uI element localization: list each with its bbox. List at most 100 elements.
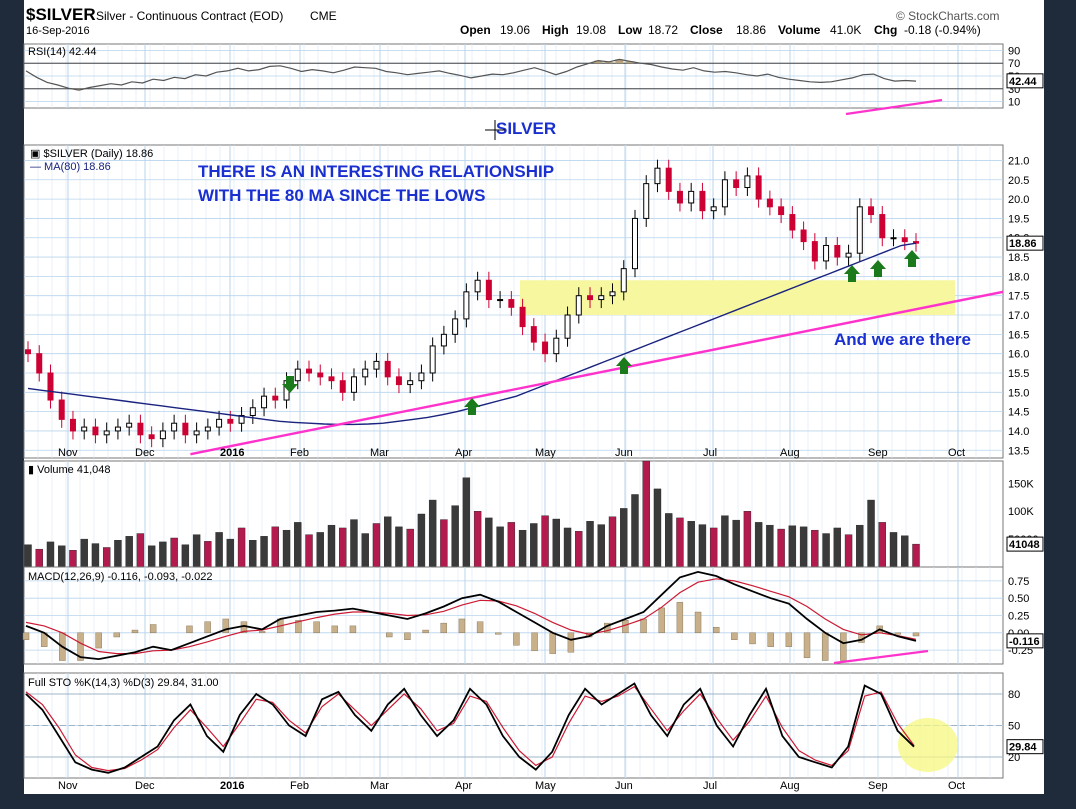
volume-current-value-box [1006,536,1044,552]
price-candle-body [542,341,549,355]
macd-histogram-bar [694,611,702,634]
bottom-month-label-9: Aug [780,780,800,792]
low-label: Low [618,23,643,37]
macd-histogram-bar [767,632,774,647]
price-candle-body [778,206,785,216]
symbol-title: $SILVER [26,5,96,24]
price-candle-body [856,206,863,254]
volume-bar [361,533,369,568]
volume-legend: ▮ Volume 41,048 [28,464,111,476]
down-arrow-icon [282,376,298,393]
volume-bar [575,531,583,568]
chg-label: Chg [874,23,897,37]
price-candle-body [868,206,875,216]
price-axis-tick-label: 21.0 [1008,155,1029,167]
price-axis-tick-label: 16.0 [1008,349,1029,361]
price-axis-tick-label: 13.5 [1008,445,1029,457]
volume-bar [732,519,740,568]
volume-bar [80,538,88,568]
price-candle-body [227,418,234,424]
volume-bar [878,522,886,568]
month-label-0: Nov [58,447,78,459]
volume-bar [754,522,763,568]
price-current-value-box [1006,235,1044,251]
volume-bar [856,524,864,568]
price-candle-body [575,295,582,316]
volume-bar [777,528,785,568]
volume-bar [226,538,235,568]
volume-label: Volume [778,23,821,37]
price-candle-body [317,372,324,378]
price-candle-body [766,198,773,208]
macd-histogram-bar [676,602,684,634]
month-label-2: 2016 [220,447,244,459]
price-candle-body [126,422,133,428]
volume-bar [709,527,718,568]
macd-histogram-bar [222,618,229,634]
sto-d-line [25,685,915,772]
price-candle-body [901,237,908,243]
up-arrow-icon [844,265,860,282]
price-candle-body [418,372,425,382]
chart-date: 16-Sep-2016 [26,25,90,37]
sto-axis-tick-label: 20 [1008,752,1020,764]
volume-bar [552,518,561,568]
price-candle-body [463,291,470,320]
price-candle-body [339,380,346,393]
month-label-10: Sep [868,447,888,459]
volume-bar [192,534,201,568]
volume-bar [586,521,594,568]
price-candle-body [103,430,110,436]
price-candle-body [159,430,166,440]
price-candle-body [721,179,728,208]
price-plot [25,159,1003,456]
macd-histogram-bar [567,632,575,653]
price-candle-body [710,206,717,212]
volume-bar [125,536,133,568]
macd-histogram-bar [313,621,320,634]
price-candle-body [553,337,560,355]
price-axis-tick-label: 20.0 [1008,194,1029,206]
bottom-month-label-8: Jul [703,780,717,792]
price-axis-tick-label: 15.5 [1008,368,1029,380]
volume-bar [136,533,145,568]
price-candle-body [261,395,268,409]
price-candle-body [609,291,616,297]
volume-bar [530,523,538,568]
volume-bar [159,541,167,568]
volume-bar [642,460,650,568]
price-candle-body [497,299,504,302]
price-candle-body [373,360,380,370]
volume-bar [114,540,122,568]
macd-histogram-bar [295,620,302,634]
volume-bar [327,524,336,568]
price-candle-body [148,434,155,440]
low-value: 18.72 [648,23,678,37]
macd-histogram-bar [513,632,520,646]
volume-bar [282,529,291,568]
month-label-6: May [535,447,556,459]
volume-bar [653,488,662,568]
rsi-divergence-line [845,98,943,116]
highlight-circle [898,718,958,772]
sto-k-line [25,682,915,774]
volume-bar [766,524,774,568]
price-axis-tick-label: 18.0 [1008,271,1029,283]
annotation-headline-2: WITH THE 80 MA SINCE THE LOWS [198,186,485,205]
crosshair-cursor-icon [485,120,505,140]
price-axis-tick-label: 20.5 [1008,175,1029,187]
macd-histogram-bar [95,632,102,649]
macd-histogram-bar [749,632,756,645]
volume-bar [496,526,504,568]
price-candle-body [81,426,88,432]
macd-histogram-bar [658,607,665,634]
price-legend-symbol: ▣ $SILVER (Daily) 18.86 [30,148,153,160]
volume-bar [91,543,100,568]
macd-axis-tick-label: 0.75 [1008,576,1029,588]
price-candle-body [204,426,211,432]
volume-bar [541,515,549,568]
macd-axis-tick-label: 0.50 [1008,593,1029,605]
macd-histogram-bar [113,632,121,638]
